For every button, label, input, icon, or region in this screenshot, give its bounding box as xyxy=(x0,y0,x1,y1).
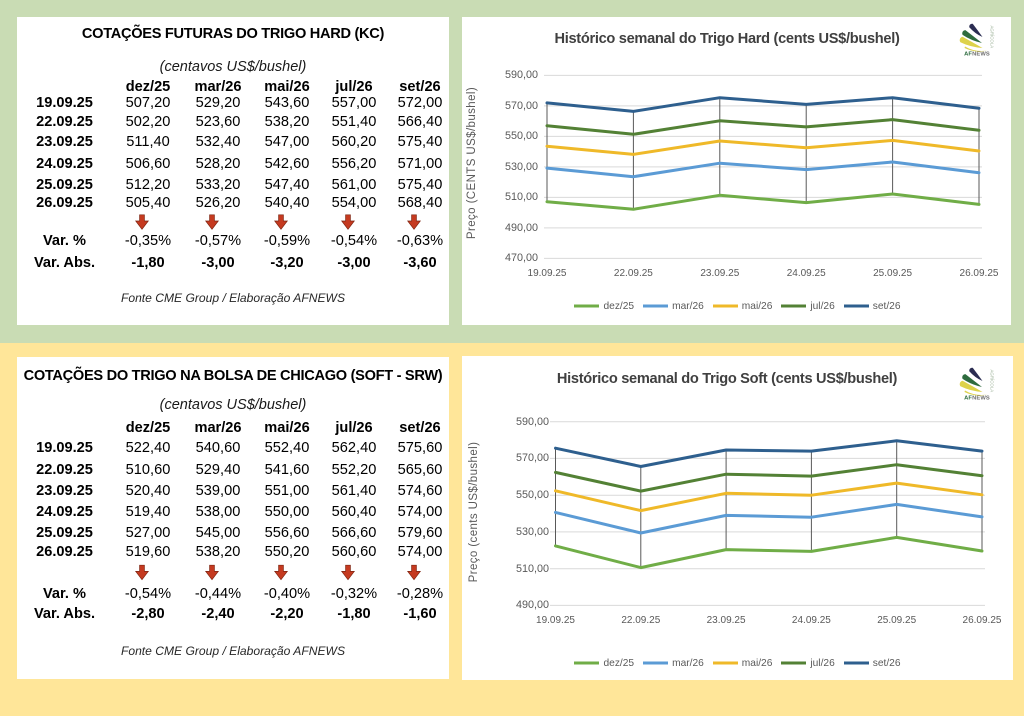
svg-text:AGRÍCOLA: AGRÍCOLA xyxy=(990,26,995,49)
svg-text:AFNEWS: AFNEWS xyxy=(964,396,990,402)
svg-text:AGRÍCOLA: AGRÍCOLA xyxy=(990,370,995,393)
svg-text:AFNEWS: AFNEWS xyxy=(964,52,990,58)
